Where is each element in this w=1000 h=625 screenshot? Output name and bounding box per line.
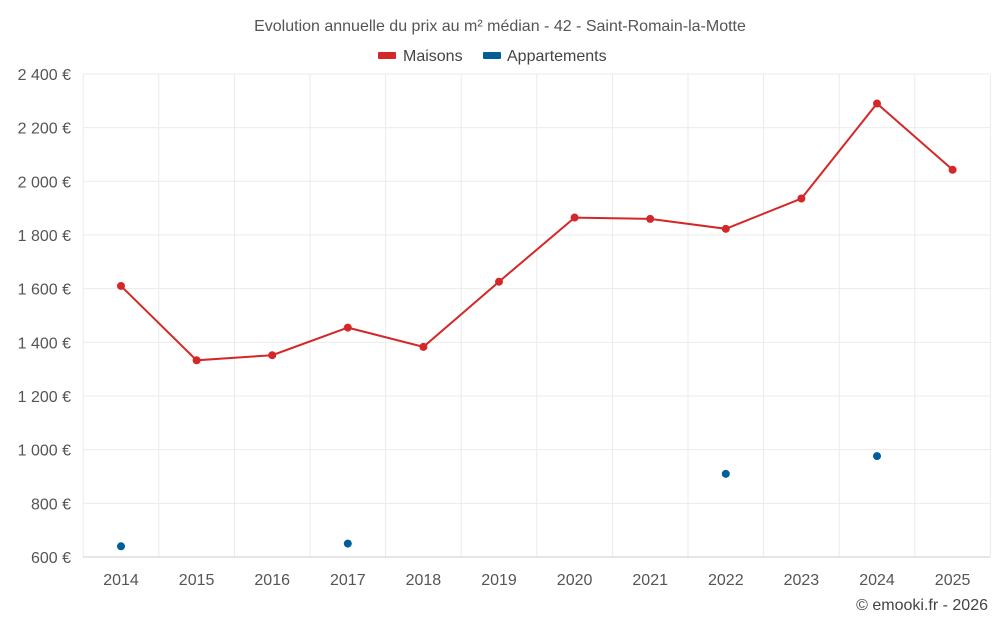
legend-swatch (378, 52, 396, 59)
data-point-maisons[interactable] (646, 214, 655, 223)
data-point-maisons[interactable] (570, 213, 579, 222)
legend-swatch (483, 52, 501, 59)
x-axis: 2014 2015 2016 2017 2018 2019 2020 2021 2022 2023… (103, 572, 970, 589)
y-tick-label: 2 400 € (18, 67, 71, 84)
legend: Maisons Appartements (378, 48, 607, 65)
series-appartements (117, 452, 881, 551)
data-point-maisons[interactable] (419, 342, 428, 351)
data-point-maisons[interactable] (495, 277, 503, 286)
data-point-maisons[interactable] (192, 356, 201, 365)
data-point-maisons[interactable] (721, 224, 730, 233)
y-tick-label: 800 € (31, 496, 71, 513)
plot-area (117, 99, 957, 551)
x-tick-label: 2016 (254, 572, 290, 589)
x-tick-label: 2015 (179, 572, 215, 589)
x-tick-label: 2021 (632, 572, 668, 589)
series-line-maisons (120, 102, 954, 362)
x-tick-label: 2023 (784, 572, 820, 589)
data-point-appartements[interactable] (117, 542, 125, 551)
x-tick-label: 2024 (859, 572, 895, 589)
legend-label: Maisons (403, 48, 463, 65)
y-tick-label: 1 000 € (18, 443, 71, 460)
y-tick-label: 1 400 € (18, 335, 71, 352)
x-gridlines (82, 74, 991, 557)
data-point-appartements[interactable] (873, 452, 881, 461)
chart-title: Evolution annuelle du prix au m² médian … (254, 18, 746, 35)
data-point-maisons[interactable] (268, 351, 277, 360)
y-tick-label: 600 € (31, 550, 71, 567)
x-tick-label: 2018 (406, 572, 442, 589)
credit-text: © emooki.fr - 2026 (856, 597, 988, 614)
y-axis: 600 € 800 € 1 000 € 1 200 € 1 400 € 1 600 € 1 … (18, 67, 71, 567)
data-point-maisons[interactable] (873, 99, 881, 108)
y-tick-label: 2 200 € (18, 121, 71, 138)
series-maisons (117, 99, 957, 365)
y-tick-label: 1 200 € (18, 389, 71, 406)
y-tick-label: 1 800 € (18, 228, 71, 245)
data-point-appartements[interactable] (721, 469, 730, 478)
data-point-maisons[interactable] (343, 323, 352, 332)
x-tick-label: 2014 (103, 572, 139, 589)
data-point-maisons[interactable] (948, 165, 957, 174)
data-point-maisons[interactable] (117, 281, 125, 290)
x-tick-label: 2020 (557, 572, 593, 589)
legend-label: Appartements (507, 48, 607, 65)
x-tick-label: 2017 (330, 572, 366, 589)
data-point-appartements[interactable] (343, 539, 352, 548)
x-tick-label: 2019 (481, 572, 517, 589)
legend-item-appartements[interactable]: Appartements (483, 48, 607, 65)
x-tick-label: 2025 (935, 572, 971, 589)
y-tick-label: 2 000 € (18, 174, 71, 191)
data-point-maisons[interactable] (797, 194, 806, 203)
legend-item-maisons[interactable]: Maisons (378, 48, 463, 65)
y-tick-label: 1 600 € (18, 282, 71, 299)
x-tick-label: 2022 (708, 572, 744, 589)
